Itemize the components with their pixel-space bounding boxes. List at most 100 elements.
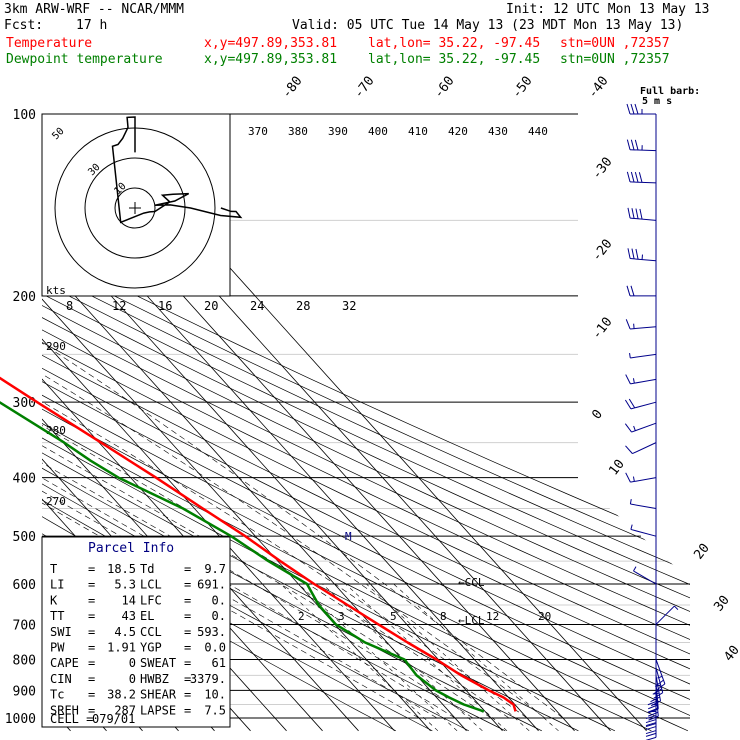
legend-temperature: Temperature: [6, 36, 92, 51]
wind-barb: [626, 285, 656, 297]
wind-barb-flag: [635, 248, 639, 260]
parcel-key-right: YGP: [140, 641, 162, 655]
wind-barb: [630, 524, 657, 537]
wind-barbs: [624, 103, 679, 740]
parcel-key-left: CAPE: [50, 656, 79, 670]
parcel-key-left: PW: [50, 641, 65, 655]
wind-barb-shaft: [655, 667, 664, 693]
wind-barb-flag: [645, 722, 657, 727]
dry-adiabat: [42, 114, 616, 732]
wind-barb-flag: [626, 103, 631, 115]
barb-note-full: Full barb:: [640, 86, 700, 97]
parcel-value-right: 9.7: [204, 562, 226, 576]
wind-barb-flag: [645, 723, 657, 728]
isotherm-label: 0: [589, 407, 606, 422]
wind-barb-flag: [630, 103, 635, 115]
parcel-eq-right: =: [184, 593, 191, 607]
parcel-key-left: SWI: [50, 625, 72, 639]
wind-barb: [625, 442, 657, 455]
pressure-label: 500: [13, 530, 36, 545]
hodograph-speed-tick: 28: [296, 299, 310, 313]
dry-adiabat: [42, 114, 690, 732]
parcel-eq-right: =: [184, 656, 191, 670]
wind-barb-flag: [634, 139, 639, 151]
wind-barb: [625, 472, 657, 483]
moist-adiabat: [42, 295, 546, 719]
wind-barb-shaft: [629, 181, 657, 184]
isotherm-label: -60: [431, 74, 457, 102]
parcel-info-frame: [41, 536, 231, 728]
parcel-value-left: 1.91: [107, 641, 136, 655]
wind-barb: [624, 422, 657, 433]
dry-adiabat: [42, 114, 690, 732]
pressure-label: 100: [13, 108, 36, 123]
theta-label: 290: [46, 340, 66, 353]
parcel-key-left: K: [50, 593, 58, 607]
marker-m: M: [345, 530, 352, 543]
temperature-station: stn=0UN ,72357: [560, 36, 670, 51]
parcel-eq-right: =: [184, 703, 191, 717]
hodograph-speed-unit: kts: [46, 284, 66, 297]
wind-barb: [652, 667, 664, 699]
parcel-key-left: LI: [50, 578, 64, 592]
parcel-value-right: 7.5: [204, 703, 226, 717]
dry-adiabat: [42, 114, 690, 732]
parcel-value-left: 5.3: [114, 578, 136, 592]
wind-barb: [626, 171, 657, 184]
parcel-value-right: 3379.: [190, 672, 226, 686]
parcel-eq-right: =: [184, 641, 191, 655]
theta-e-label: 400: [368, 125, 388, 138]
dry-adiabat: [42, 114, 689, 732]
parcel-value-right: 61: [212, 656, 226, 670]
wind-barb-shaft: [630, 258, 657, 262]
pressure-label: 1000: [5, 712, 36, 727]
parcel-value-left: 287: [114, 703, 136, 717]
parcel-eq-right: =: [184, 562, 191, 576]
isotherm-line: [42, 114, 395, 732]
wind-barb-flag: [626, 139, 631, 150]
wind-barb: [633, 566, 657, 585]
wind-barb-half-flag: [633, 425, 636, 431]
parcel-cell-value: 079/01: [92, 712, 135, 726]
wind-barb-flag: [627, 207, 631, 219]
wind-barb-half-flag: [674, 605, 679, 610]
dry-adiabat: [42, 114, 690, 732]
parcel-key-right: SWEAT: [140, 656, 176, 670]
theta-e-label: 410: [408, 125, 428, 138]
hodograph-speed-tick: 20: [204, 299, 218, 313]
wind-barb-flag: [624, 399, 632, 410]
parcel-eq-left: =: [88, 688, 95, 702]
wind-barb: [624, 398, 657, 410]
parcel-eq-left: =: [88, 609, 95, 623]
isotherm-line: [42, 114, 359, 732]
parcel-value-left: 4.5: [114, 625, 136, 639]
wind-barb-flag: [645, 730, 657, 735]
pressure-label: 800: [13, 653, 36, 668]
wind-barb-flag: [631, 248, 635, 259]
dry-adiabat: [42, 114, 690, 732]
wind-barb: [629, 352, 657, 359]
moist-adiabat: [42, 295, 438, 719]
mixing-ratio-label: 8: [440, 610, 447, 623]
parcel-value-right: 593.: [197, 625, 226, 639]
wind-barb-shaft: [655, 659, 666, 685]
init-time: Init: 12 UTC Mon 13 May 13: [506, 2, 710, 17]
parcel-cell-label: CELL =: [50, 712, 93, 726]
dry-adiabat: [42, 114, 690, 732]
temperature-latlon: lat,lon= 35.22, -97.45: [368, 36, 540, 51]
dry-adiabat: [42, 114, 690, 732]
parcel-key-right: LCL: [140, 578, 162, 592]
isotherm-label: -50: [509, 74, 535, 102]
wind-barb: [629, 499, 657, 510]
parcel-key-right: LAPSE: [140, 703, 176, 717]
wind-barb: [625, 319, 657, 330]
temperature-trace: [0, 376, 517, 712]
dewpoint-trace: [0, 401, 485, 713]
isotherm-label: -70: [351, 74, 377, 102]
isotherm-label: 20: [691, 541, 712, 563]
dry-adiabat: [42, 114, 690, 732]
wind-barb-shaft: [630, 353, 657, 359]
wind-barb-flag: [653, 692, 663, 699]
dry-adiabat: [42, 114, 652, 732]
legend-dewpoint: Dewpoint temperature: [6, 52, 163, 67]
